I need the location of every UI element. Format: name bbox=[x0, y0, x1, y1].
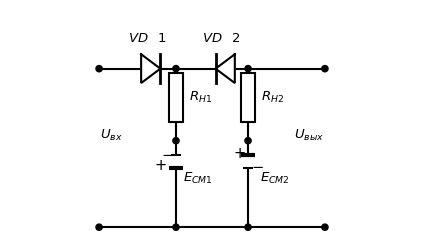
Text: $\mathit{E}_{\mathit{CM}1}$: $\mathit{E}_{\mathit{CM}1}$ bbox=[183, 171, 213, 186]
Bar bbox=[169, 73, 183, 122]
Polygon shape bbox=[141, 54, 160, 83]
Text: $+$: $+$ bbox=[233, 146, 246, 161]
Circle shape bbox=[322, 224, 328, 230]
Circle shape bbox=[245, 66, 251, 72]
Circle shape bbox=[173, 224, 179, 230]
Text: $\mathit{R}_{H2}$: $\mathit{R}_{H2}$ bbox=[261, 90, 284, 105]
Text: $\mathit{VD}$: $\mathit{VD}$ bbox=[202, 32, 223, 45]
Circle shape bbox=[173, 138, 179, 144]
Text: $\mathit{VD}$: $\mathit{VD}$ bbox=[128, 32, 148, 45]
Circle shape bbox=[96, 224, 102, 230]
Text: $-$: $-$ bbox=[251, 158, 264, 174]
Text: $1$: $1$ bbox=[157, 32, 166, 45]
Circle shape bbox=[173, 66, 179, 72]
Circle shape bbox=[245, 138, 251, 144]
Circle shape bbox=[245, 224, 251, 230]
Text: $+$: $+$ bbox=[154, 158, 167, 174]
Polygon shape bbox=[215, 54, 235, 83]
Text: $2$: $2$ bbox=[231, 32, 240, 45]
Text: $\mathit{R}_{H1}$: $\mathit{R}_{H1}$ bbox=[189, 90, 212, 105]
Text: $\mathit{U}_{\mathit{вх}}$: $\mathit{U}_{\mathit{вх}}$ bbox=[100, 128, 123, 143]
Bar bbox=[241, 73, 255, 122]
Circle shape bbox=[322, 66, 328, 72]
Text: $\mathit{U}_{\mathit{вых}}$: $\mathit{U}_{\mathit{вых}}$ bbox=[294, 128, 324, 143]
Circle shape bbox=[96, 66, 102, 72]
Text: $-$: $-$ bbox=[161, 146, 174, 161]
Text: $\mathit{E}_{\mathit{CM}2}$: $\mathit{E}_{\mathit{CM}2}$ bbox=[260, 171, 290, 186]
